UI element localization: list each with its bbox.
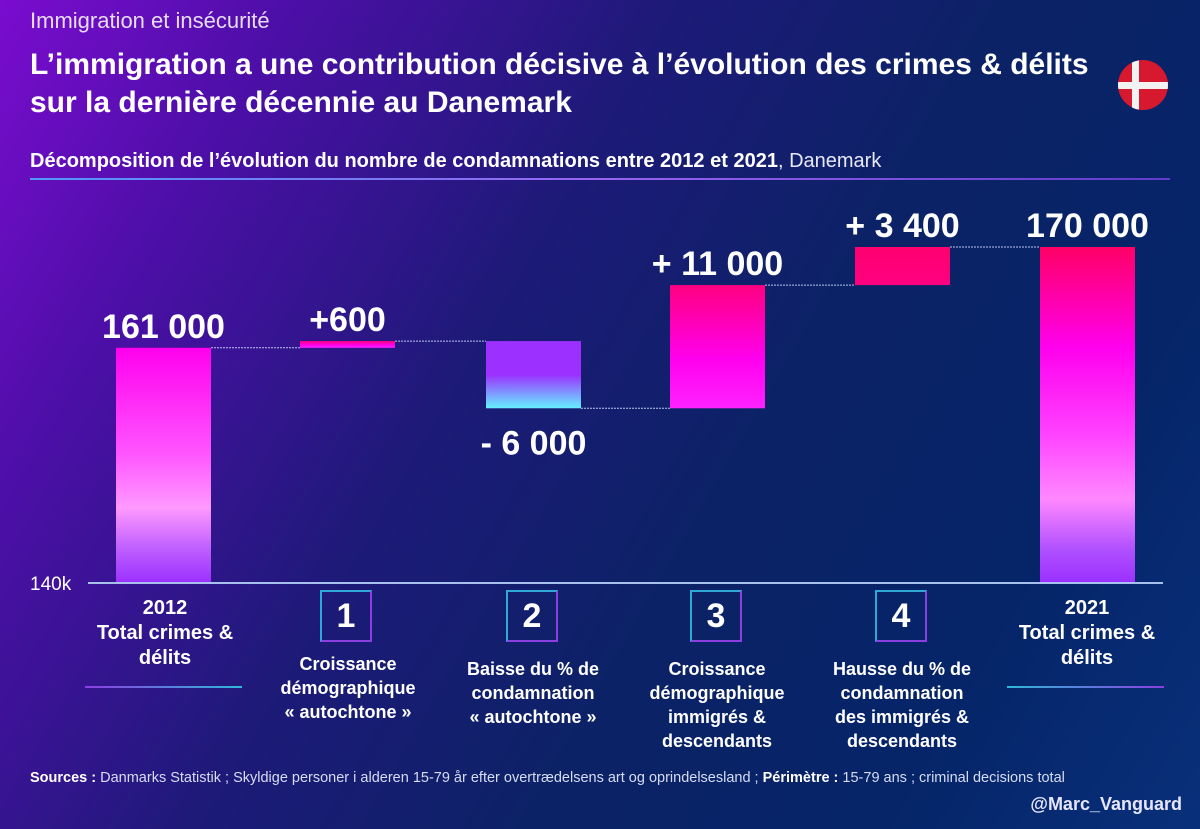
- chart-subtitle: Décomposition de l’évolution du nombre d…: [30, 150, 881, 173]
- category-line: descendants: [661, 731, 773, 751]
- data-label: 161 000: [102, 308, 225, 346]
- perimetre-text: 15-79 ans ; criminal decisions total: [838, 770, 1065, 786]
- sources-text: Danmarks Statistik ; Skyldige personer i…: [96, 770, 763, 786]
- category-line: immigrés &: [667, 707, 767, 727]
- waterfall-bar: [670, 285, 765, 409]
- category-line: « autochtone »: [469, 707, 597, 727]
- subtitle-bold: Décomposition de l’évolution du nombre d…: [30, 150, 778, 172]
- category-underline: [1007, 686, 1164, 688]
- data-label: 170 000: [1026, 207, 1149, 245]
- category-2021: 2021 Total crimes & délits: [1002, 596, 1172, 671]
- category-line: descendants: [846, 731, 958, 751]
- waterfall-bar: [300, 341, 395, 348]
- data-label: - 6 000: [481, 424, 587, 462]
- category-step-2: Baisse du % de condamnation « autochtone…: [448, 657, 618, 729]
- denmark-flag-icon: [1118, 60, 1168, 110]
- category-line: démographique: [649, 683, 785, 703]
- category-line: démographique: [280, 678, 416, 698]
- perimetre-label: Périmètre :: [762, 770, 839, 786]
- step-number-badge: 2: [506, 590, 558, 642]
- sources-label: Sources :: [30, 770, 97, 786]
- data-label: + 11 000: [652, 245, 783, 283]
- category-line: Total crimes &: [96, 622, 234, 644]
- category-line: délits: [138, 647, 192, 669]
- category-line: Total crimes &: [1018, 622, 1156, 644]
- category-year: 2012: [142, 597, 188, 619]
- category-step-4: Hausse du % de condamnation des immigrés…: [817, 657, 987, 753]
- category-line: Croissance: [668, 659, 766, 679]
- step-number-badge: 1: [320, 590, 372, 642]
- data-label: + 3 400: [845, 207, 959, 245]
- waterfall-bar: [486, 341, 581, 409]
- step-number-badge: 3: [690, 590, 742, 642]
- category-line: « autochtone »: [284, 702, 412, 722]
- category-line: des immigrés &: [834, 707, 970, 727]
- category-line: Baisse du % de: [466, 659, 600, 679]
- category-step-1: Croissance démographique « autochtone »: [263, 652, 433, 724]
- y-tick-label: 140k: [30, 574, 72, 595]
- category-line: délits: [1060, 647, 1114, 669]
- sources-note: Sources : Danmarks Statistik ; Skyldige …: [30, 768, 1170, 788]
- author-handle: @Marc_Vanguard: [1030, 794, 1182, 814]
- category-step-3: Croissance démographique immigrés & desc…: [632, 657, 802, 753]
- flag-cross-horizontal: [1118, 82, 1168, 89]
- page-title: L’immigration a une contribution décisiv…: [30, 48, 1089, 119]
- category-underline: [85, 686, 242, 688]
- category-line: Croissance: [299, 654, 397, 674]
- waterfall-bar: [1040, 247, 1135, 583]
- waterfall-bar: [116, 347, 211, 583]
- waterfall-bar: [855, 247, 950, 286]
- category-line: condamnation: [840, 683, 964, 703]
- category-year: 2021: [1064, 597, 1110, 619]
- subtitle-divider: [30, 178, 1170, 180]
- subtitle-country: , Danemark: [777, 150, 882, 172]
- category-2012: 2012 Total crimes & délits: [80, 596, 250, 671]
- data-label: +600: [309, 301, 386, 339]
- category-line: condamnation: [471, 683, 595, 703]
- step-number-badge: 4: [875, 590, 927, 642]
- category-line: Hausse du % de: [832, 659, 972, 679]
- kicker-label: Immigration et insécurité: [30, 8, 270, 33]
